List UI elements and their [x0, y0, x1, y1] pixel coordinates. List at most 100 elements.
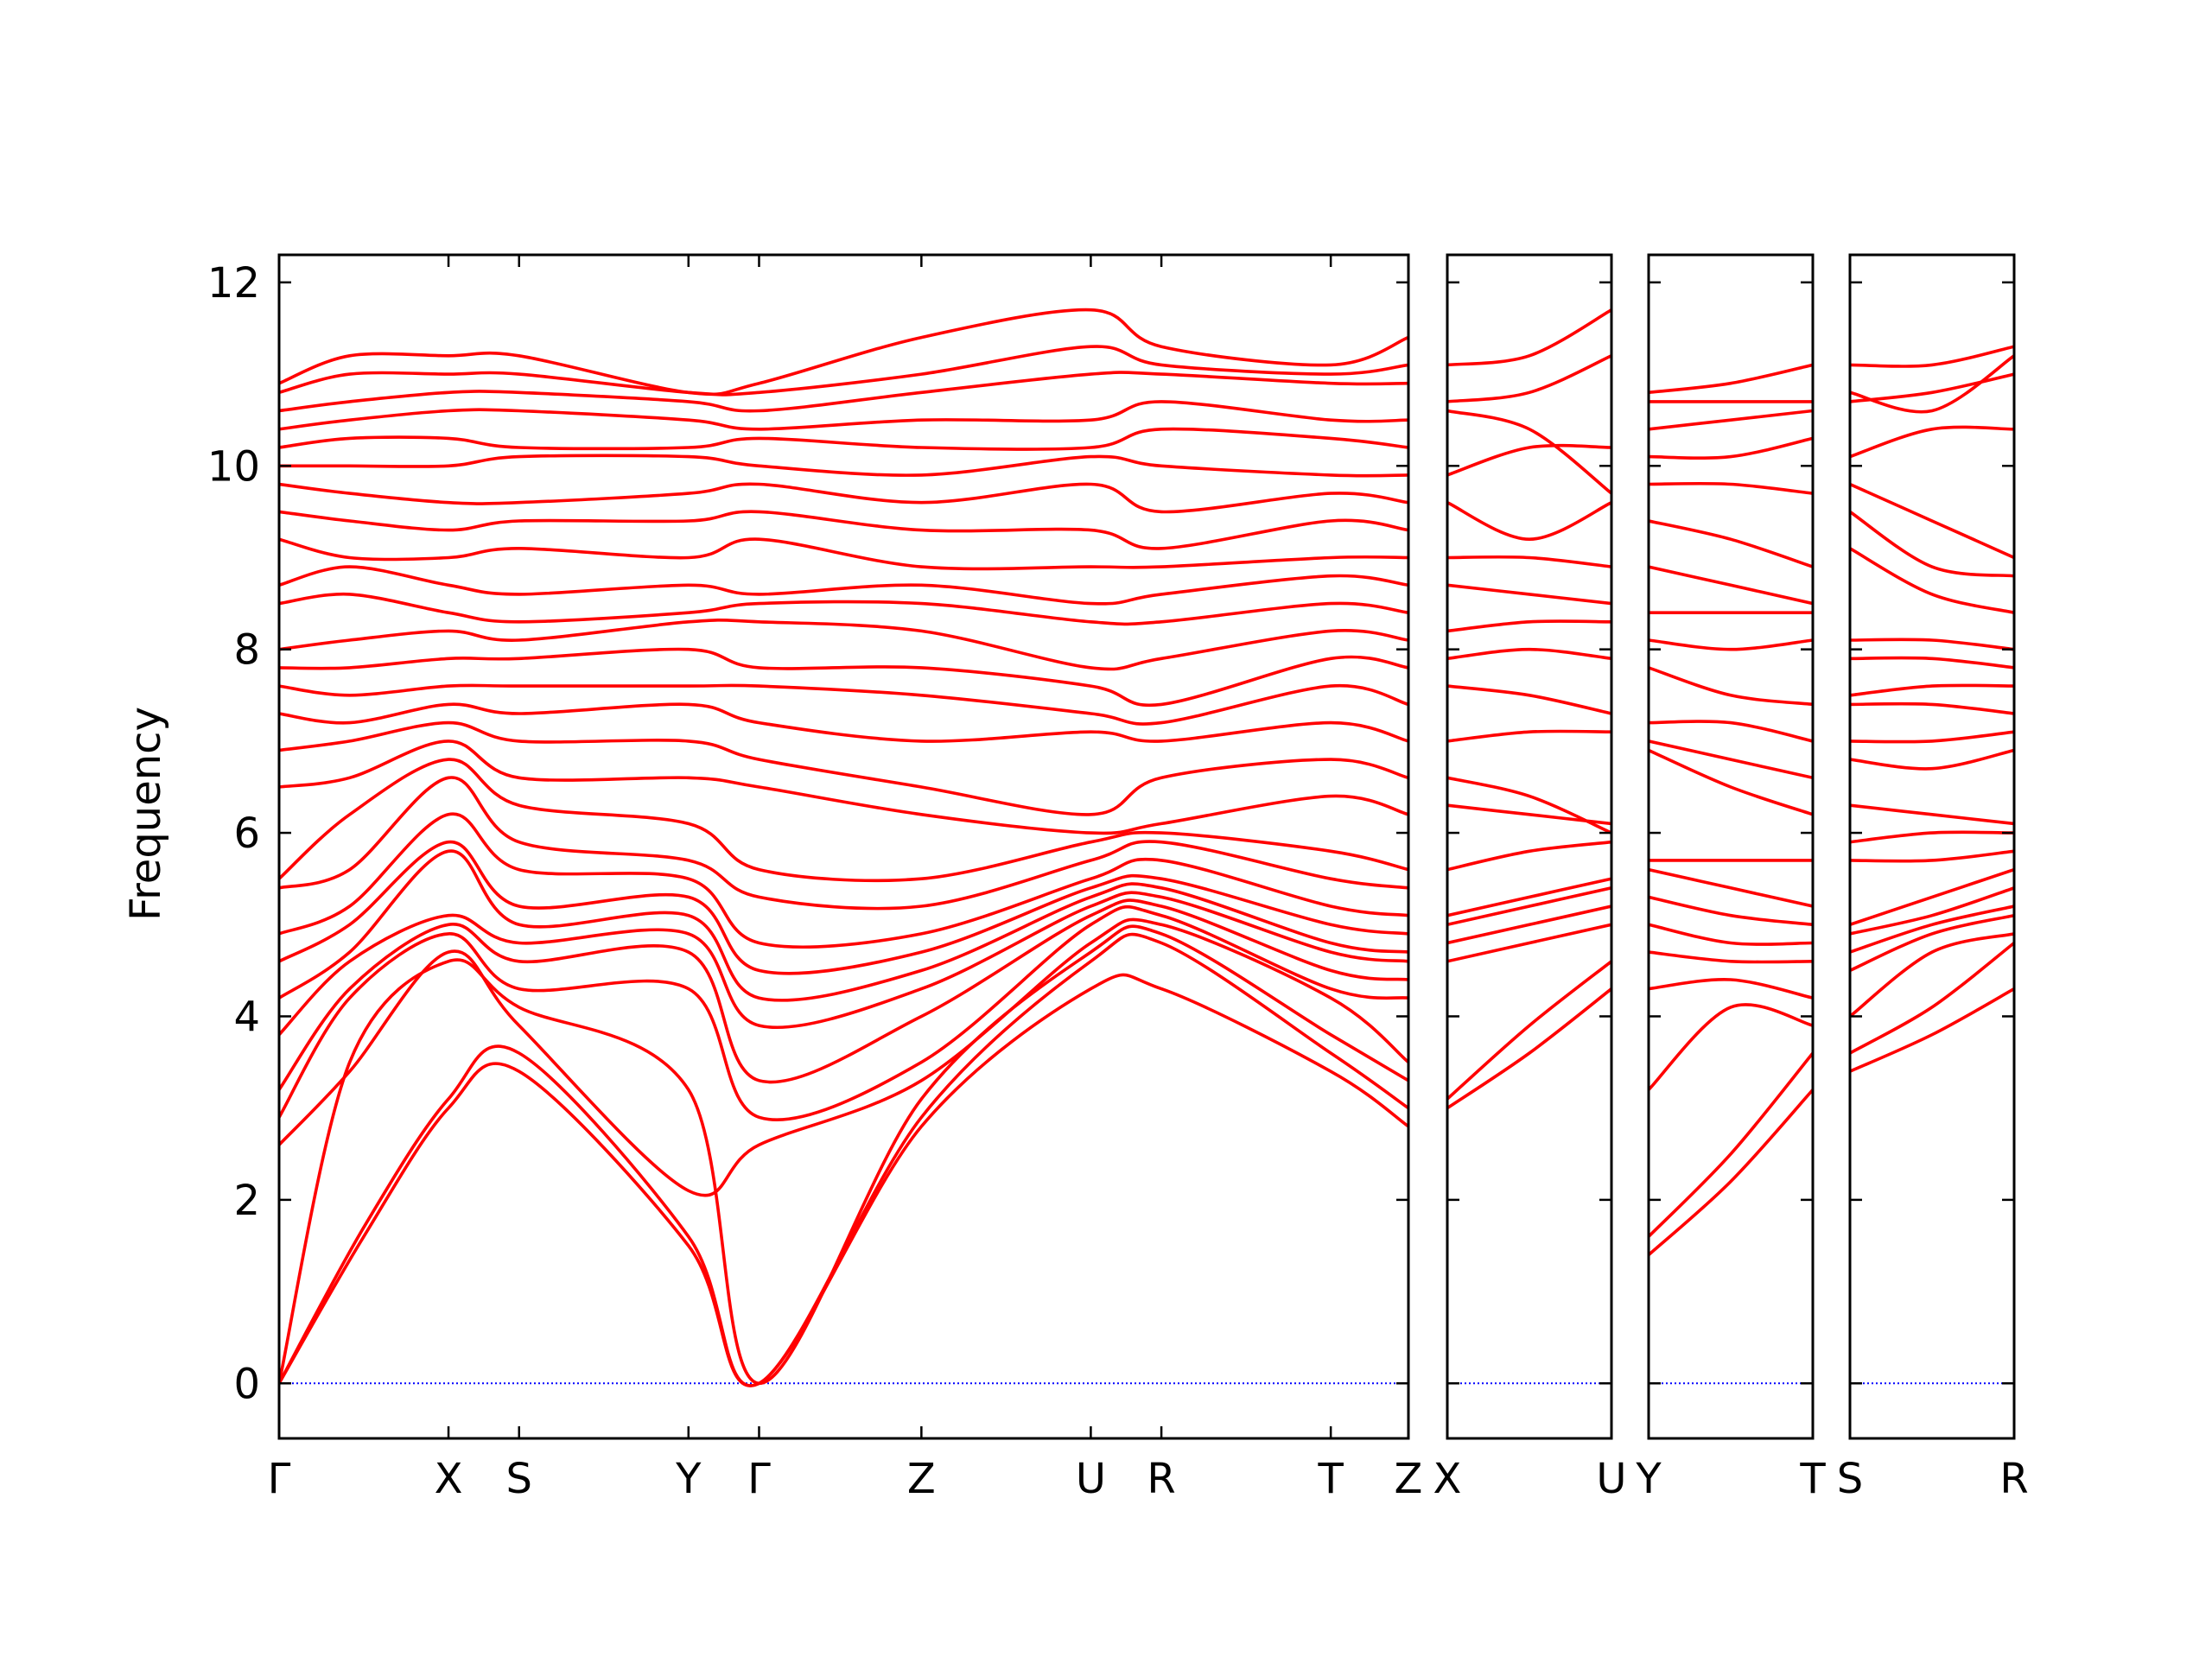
- y-tick-label: 4: [233, 993, 260, 1041]
- x-tick-label: Y: [675, 1455, 702, 1503]
- x-tick-label: S: [506, 1455, 532, 1503]
- band-line: [1850, 372, 2014, 403]
- x-tick-label: X: [435, 1455, 463, 1503]
- band-line: [279, 898, 1408, 1092]
- band-line: [1447, 619, 1611, 633]
- y-tick-label: 0: [233, 1360, 260, 1408]
- band-line: [279, 308, 1408, 397]
- band-line: [1850, 547, 2014, 614]
- band-line: [1649, 481, 1813, 495]
- band-line: [1850, 904, 2014, 954]
- band-line: [1447, 987, 1611, 1110]
- x-tick-label: T: [1317, 1455, 1344, 1503]
- band-line: [279, 454, 1408, 478]
- band-line: [279, 400, 1408, 431]
- band-line: [279, 840, 1408, 975]
- band-line: [1850, 656, 2014, 670]
- y-tick-label: 10: [207, 442, 260, 491]
- x-tick-label: X: [1433, 1455, 1462, 1503]
- band-line: [279, 776, 1408, 911]
- band-line: [1850, 482, 2014, 560]
- band-line: [1850, 425, 2014, 459]
- band-line: [1649, 638, 1813, 651]
- y-tick-label: 6: [233, 809, 260, 858]
- band-line: [1649, 1088, 1813, 1257]
- band-line: [279, 482, 1408, 514]
- y-tick-label: 12: [207, 259, 260, 308]
- band-line: [1447, 555, 1611, 568]
- band-line: [1649, 739, 1813, 780]
- band-line: [1850, 638, 2014, 651]
- band-line: [279, 812, 1408, 949]
- band-line: [279, 683, 1408, 726]
- band-line: [1649, 519, 1813, 568]
- band-line: [279, 565, 1408, 606]
- band-line: [279, 739, 1408, 835]
- band-line: [279, 537, 1408, 571]
- band-line: [1649, 720, 1813, 743]
- panel-frame: [1446, 253, 1613, 1440]
- band-line: [279, 758, 1408, 883]
- band-line: [1447, 840, 1611, 872]
- band-line: [279, 618, 1408, 671]
- panel-plot-area: [279, 308, 1408, 1387]
- panel-plot-area: [1447, 308, 1611, 1385]
- x-tick-label: U: [1596, 1455, 1626, 1503]
- band-line: [279, 647, 1408, 708]
- band-line: [1447, 923, 1611, 963]
- band-line: [1850, 941, 2014, 1055]
- panel-frame: [1848, 253, 2016, 1440]
- band-line: [1850, 803, 2014, 826]
- band-line: [1447, 308, 1611, 367]
- band-line: [1649, 409, 1813, 431]
- y-tick-label: 8: [233, 626, 260, 675]
- panel-plot-area: [1850, 345, 2014, 1385]
- x-tick-label: Y: [1635, 1455, 1662, 1503]
- band-line: [279, 849, 1408, 1002]
- band-line: [1850, 730, 2014, 744]
- band-line: [1850, 345, 2014, 368]
- band-line: [1649, 923, 1813, 946]
- band-line: [1447, 960, 1611, 1101]
- band-line: [1649, 748, 1813, 816]
- band-line: [1447, 409, 1611, 495]
- band-line: [279, 924, 1408, 1386]
- band-line: [279, 427, 1408, 451]
- band-line: [1447, 803, 1611, 826]
- band-line: [1447, 684, 1611, 715]
- band-line: [1850, 510, 2014, 578]
- band-line: [1649, 436, 1813, 460]
- x-tick-label: Z: [907, 1455, 936, 1503]
- band-line: [279, 891, 1408, 1037]
- band-line: [1850, 867, 2014, 927]
- band-line: [1447, 904, 1611, 945]
- band-line: [1447, 776, 1611, 835]
- band-line: [1850, 683, 2014, 697]
- band-line: [1649, 1003, 1813, 1092]
- band-line: [1850, 886, 2014, 936]
- band-line: [279, 904, 1408, 1121]
- band-line: [1850, 748, 2014, 771]
- band-line: [1447, 886, 1611, 927]
- band-line: [1649, 666, 1813, 707]
- band-line: [1649, 867, 1813, 908]
- band-line: [279, 510, 1408, 550]
- band-line: [1649, 1051, 1813, 1239]
- band-line: [1850, 849, 2014, 863]
- band-line: [279, 371, 1408, 413]
- band-line: [1850, 354, 2014, 414]
- band-line: [279, 932, 1408, 1387]
- band-line: [279, 917, 1408, 1197]
- band-line: [1447, 443, 1611, 477]
- band-line: [1447, 729, 1611, 743]
- x-tick-label: R: [1147, 1455, 1175, 1503]
- band-line: [1447, 583, 1611, 606]
- y-tick-label: 2: [233, 1177, 260, 1225]
- band-line: [279, 973, 1408, 1387]
- x-tick-label: T: [1799, 1455, 1826, 1503]
- band-line: [1447, 877, 1611, 917]
- band-line: [279, 345, 1408, 397]
- x-tick-label: Γ: [268, 1455, 291, 1503]
